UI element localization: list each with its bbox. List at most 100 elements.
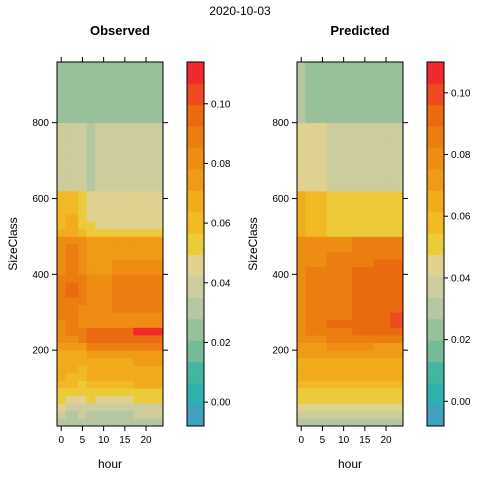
heatmap-cell bbox=[112, 84, 134, 93]
heatmap-cell bbox=[65, 365, 79, 374]
heatmap-cell bbox=[57, 319, 66, 328]
heatmap-cell bbox=[78, 274, 88, 283]
heatmap-cell bbox=[95, 251, 113, 260]
heatmap-cell bbox=[373, 77, 391, 86]
colorbar: 0.00 0.02 0.04 0.06 0.08 0.10 bbox=[186, 61, 231, 427]
heatmap-cell bbox=[373, 327, 391, 336]
heatmap-cell bbox=[112, 107, 134, 116]
heatmap-cell bbox=[86, 319, 96, 328]
heatmap-cell bbox=[86, 206, 96, 215]
heatmap-cell bbox=[305, 410, 328, 419]
heatmap-cell bbox=[57, 266, 66, 275]
heatmap-cell bbox=[352, 418, 374, 427]
heatmap-cell bbox=[95, 236, 113, 245]
colorbar-frame bbox=[426, 61, 445, 427]
heatmap-cell bbox=[373, 312, 391, 321]
heatmap-cell bbox=[112, 297, 134, 306]
heatmap-cell bbox=[297, 312, 306, 321]
x-axis-label: hour bbox=[98, 457, 122, 471]
heatmap-cell bbox=[65, 190, 79, 199]
heatmap-cell bbox=[352, 395, 374, 404]
colorbar-tick-label: 0.00 bbox=[451, 397, 471, 408]
heatmap-cell bbox=[133, 357, 164, 366]
heatmap-cell bbox=[297, 372, 306, 381]
heatmap-cell bbox=[373, 221, 391, 230]
heatmap-cell bbox=[86, 168, 96, 177]
heatmap-cell bbox=[305, 168, 328, 177]
heatmap-cell bbox=[112, 357, 134, 366]
heatmap-cell bbox=[305, 418, 328, 427]
heatmap-cell bbox=[133, 342, 164, 351]
heatmap-cell bbox=[65, 198, 79, 207]
heatmap-cell bbox=[326, 206, 353, 215]
heatmap-cell bbox=[352, 365, 374, 374]
heatmap-cell bbox=[390, 107, 404, 116]
heatmap-cell bbox=[390, 297, 404, 306]
heatmap-cell bbox=[95, 145, 113, 154]
heatmap-cell bbox=[86, 388, 96, 397]
heatmap-cell bbox=[352, 160, 374, 169]
heatmap-cell bbox=[390, 198, 404, 207]
heatmap-cell bbox=[133, 372, 164, 381]
heatmap-cell bbox=[57, 107, 66, 116]
heatmap-cell bbox=[373, 130, 391, 139]
heatmap-cell bbox=[95, 62, 113, 70]
heatmap-cell bbox=[65, 395, 79, 404]
heatmap-cell bbox=[95, 297, 113, 306]
heatmap-cell bbox=[297, 62, 306, 70]
heatmap-cell bbox=[65, 418, 79, 427]
heatmap-cell bbox=[78, 122, 88, 131]
heatmap-cell bbox=[112, 259, 134, 268]
colorbar-frame bbox=[186, 61, 205, 427]
heatmap-cell bbox=[352, 228, 374, 237]
heatmap-cell bbox=[57, 304, 66, 313]
heatmap-cell bbox=[297, 145, 306, 154]
heatmap-cell bbox=[305, 350, 328, 359]
heatmap-cell bbox=[326, 380, 353, 389]
heatmap-cell bbox=[95, 289, 113, 298]
heatmap-cell bbox=[57, 335, 66, 343]
heatmap-cell bbox=[305, 304, 328, 313]
heatmap-cell bbox=[297, 168, 306, 177]
heatmap-cell bbox=[78, 297, 88, 306]
heatmap-cell bbox=[112, 115, 134, 124]
heatmap-cell bbox=[305, 206, 328, 215]
heatmap-cell bbox=[390, 228, 404, 237]
heatmap-cell bbox=[95, 228, 113, 237]
heatmap-cell bbox=[373, 304, 391, 313]
heatmap-cell bbox=[65, 145, 79, 154]
heatmap-cell bbox=[352, 84, 374, 93]
heatmap-cell bbox=[57, 403, 66, 412]
heatmap-cell bbox=[390, 99, 404, 108]
heatmap-cell bbox=[95, 335, 113, 343]
heatmap-cell bbox=[390, 327, 404, 336]
heatmap-cell bbox=[133, 122, 164, 131]
heatmap-cell bbox=[390, 213, 404, 222]
colorbar-swatch bbox=[187, 404, 204, 427]
heatmap-cell bbox=[133, 77, 164, 86]
heatmap-cell bbox=[78, 130, 88, 139]
heatmap-cell bbox=[65, 304, 79, 313]
heatmap-cell bbox=[305, 266, 328, 275]
heatmap-cell bbox=[78, 403, 88, 412]
heatmap-cell bbox=[86, 92, 96, 101]
heatmap-cell bbox=[57, 259, 66, 268]
heatmap-cell bbox=[133, 175, 164, 184]
heatmap-cell bbox=[78, 350, 88, 359]
heatmap-cell bbox=[95, 388, 113, 397]
colorbar-swatch bbox=[187, 383, 204, 405]
heatmap-cell bbox=[297, 297, 306, 306]
heatmap-cell bbox=[133, 183, 164, 192]
heatmap-cell bbox=[112, 153, 134, 161]
heatmap-cell bbox=[352, 327, 374, 336]
heatmap-cell bbox=[352, 115, 374, 124]
heatmap-cell bbox=[57, 137, 66, 146]
heatmap-cell bbox=[352, 304, 374, 313]
heatmap-cell bbox=[326, 160, 353, 169]
heatmap-cell bbox=[95, 137, 113, 146]
heatmap-cell bbox=[133, 160, 164, 169]
heatmap-cell bbox=[57, 281, 66, 290]
heatmap-cell bbox=[112, 304, 134, 313]
heatmap-cell bbox=[297, 92, 306, 101]
heatmap-cell bbox=[305, 145, 328, 154]
